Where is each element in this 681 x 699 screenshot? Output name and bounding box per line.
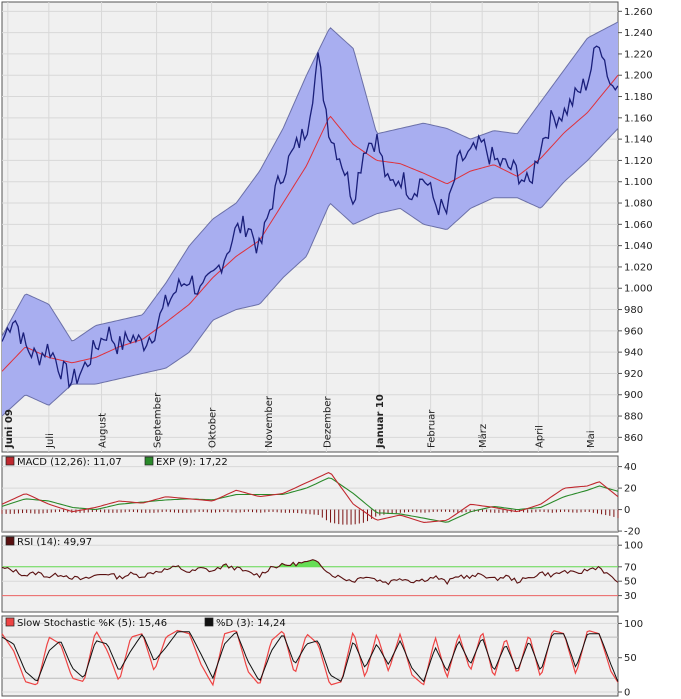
y-tick-label: 20 — [624, 484, 637, 495]
month-label: Dezember — [322, 396, 333, 448]
macd-panel: -20 0 20 40 MACD (12,26): 11,07 EXP (9): 17,2… — [1, 456, 640, 538]
month-label: Oktober — [208, 407, 219, 448]
month-label: Juni 09 — [4, 409, 15, 449]
frame-stoch — [1, 615, 619, 697]
stochastic-panel: 0 50 100 Slow Stochastic %K (5): 15,46 %D (3… — [1, 617, 643, 699]
y-tick-label: 1.020 — [624, 262, 653, 273]
y-tick-label: 1.260 — [624, 7, 653, 18]
y-tick-label: 1.200 — [624, 71, 653, 82]
y-tick-label: 100 — [624, 619, 643, 630]
y-tick-label: 50 — [624, 653, 637, 664]
y-tick-label: 0 — [624, 688, 630, 699]
y-tick-label: 1.120 — [624, 156, 653, 167]
legend-label: %D (3): 14,24 — [216, 618, 286, 629]
y-tick-label: 1.080 — [624, 199, 653, 210]
y-tick-label: 70 — [624, 562, 637, 573]
frame-rsi — [1, 535, 619, 613]
legend-swatch — [144, 456, 154, 466]
legend-label: Slow Stochastic %K (5): 15,46 — [17, 618, 167, 629]
price-line — [1, 45, 619, 389]
macd-line — [1, 471, 619, 523]
y-tick-label: 1.000 — [624, 284, 653, 295]
y-tick-label: 100 — [624, 541, 643, 552]
rsi-overbought-fill — [279, 559, 322, 567]
month-label: September — [153, 392, 164, 448]
month-label: Januar 10 — [375, 394, 386, 449]
y-tick-label: -20 — [624, 527, 640, 538]
y-tick-label: 960 — [624, 326, 643, 337]
y-tick-label: 50 — [624, 577, 637, 588]
month-label: August — [98, 413, 109, 448]
legend-swatch — [204, 617, 214, 627]
y-tick-label: 940 — [624, 348, 643, 359]
rsi-panel: 30 50 70 100 RSI (14): 49,97 — [1, 536, 643, 602]
month-label: Mai — [586, 430, 597, 448]
y-tick-label: 1.040 — [624, 241, 653, 252]
legend-label: MACD (12,26): 11,07 — [17, 457, 122, 468]
rsi-line — [1, 559, 619, 586]
month-label: Februar — [427, 409, 438, 448]
frame-macd — [1, 455, 619, 533]
y-tick-label: 860 — [624, 433, 643, 444]
stoch-d-line — [1, 631, 619, 683]
month-label: März — [478, 424, 489, 448]
lower-band-line — [1, 128, 619, 417]
y-tick-label: 30 — [624, 591, 637, 602]
y-tick-label: 1.140 — [624, 135, 653, 146]
y-tick-label: 1.160 — [624, 113, 653, 124]
legend-label: RSI (14): 49,97 — [17, 537, 92, 548]
y-tick-label: 1.100 — [624, 177, 653, 188]
month-label: April — [534, 425, 545, 448]
stoch-k-line — [1, 629, 619, 687]
y-tick-label: 1.060 — [624, 220, 653, 231]
y-tick-label: 1.220 — [624, 49, 653, 60]
exp-line — [1, 477, 619, 523]
y-tick-label: 980 — [624, 305, 643, 316]
y-tick-label: 880 — [624, 412, 643, 423]
legend-swatch — [5, 536, 15, 546]
y-tick-label: 900 — [624, 390, 643, 401]
y-tick-label: 1.180 — [624, 92, 653, 103]
month-label: Juli — [45, 433, 56, 449]
y-tick-label: 0 — [624, 505, 630, 516]
price-panel: 860 880 900 920 940 960 980 1.000 1.020 1.040 1.06… — [1, 2, 653, 452]
month-label: November — [264, 395, 275, 448]
moving-average-line — [1, 74, 619, 372]
legend-swatch — [5, 617, 15, 627]
legend-swatch — [5, 456, 15, 466]
y-tick-label: 40 — [624, 462, 637, 473]
legend-label: EXP (9): 17,22 — [156, 457, 228, 468]
y-tick-label: 1.240 — [624, 28, 653, 39]
y-tick-label: 920 — [624, 369, 643, 380]
upper-band-line — [1, 21, 619, 342]
bollinger-band — [2, 21, 618, 417]
